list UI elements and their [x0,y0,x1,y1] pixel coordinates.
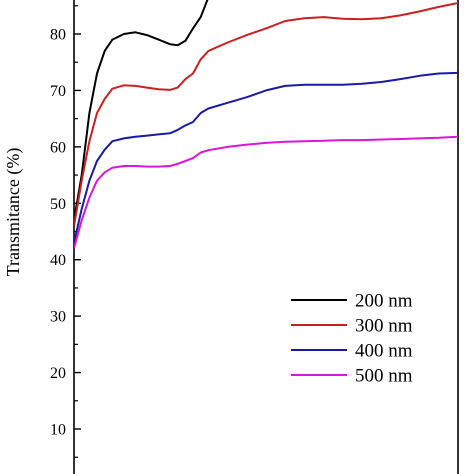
plot-area [74,0,458,249]
axes [73,0,459,474]
y-tick-label: 70 [50,83,66,100]
legend-label: 300 nm [355,316,413,337]
y-tick-label: 50 [50,196,66,213]
series-line-300-nm [74,2,458,227]
legend: 200 nm 300 nm 400 nm 500 nm [291,291,413,387]
legend-label: 200 nm [355,291,413,312]
y-axis-title: Transmitance (%) [3,148,24,277]
series-line-400-nm [74,71,458,244]
legend-label: 500 nm [355,366,413,387]
y-tick-label: 10 [50,422,66,439]
y-tick-label: 60 [50,139,66,156]
y-ticks: 10 20 30 40 50 60 70 80 [50,5,81,458]
y-tick-label: 30 [50,309,66,326]
series-line-200-nm [74,0,209,221]
y-tick-label: 80 [50,27,66,44]
legend-label: 400 nm [355,341,413,362]
y-tick-label: 20 [50,365,66,382]
series-line-500-nm [74,135,458,249]
y-tick-label: 40 [50,252,66,269]
